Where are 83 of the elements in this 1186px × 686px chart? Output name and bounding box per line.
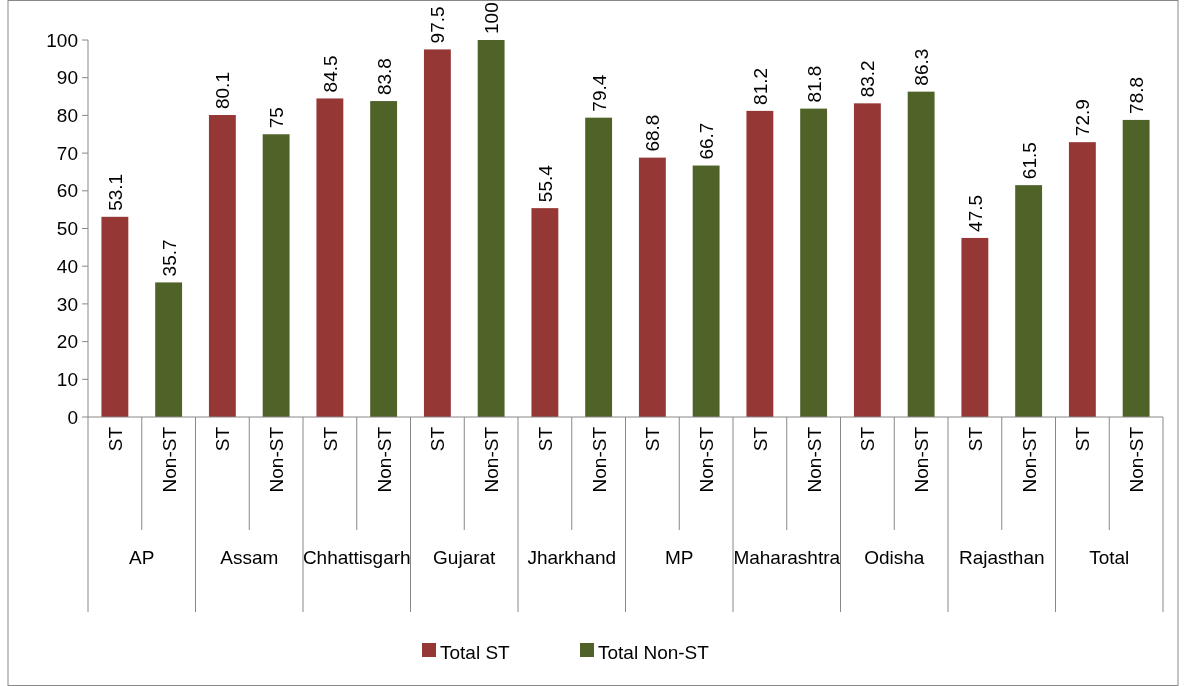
bar [853, 103, 881, 417]
x-tick-label: Non-ST [158, 426, 180, 493]
x-tick-label: ST [964, 426, 986, 452]
legend-label: Total Non-ST [598, 641, 710, 663]
data-label: 68.8 [642, 114, 664, 152]
x-tick-label: ST [104, 426, 126, 452]
data-label: 61.5 [1018, 142, 1040, 180]
y-tick-label: 80 [56, 105, 78, 127]
x-tick-label: ST [857, 426, 879, 452]
x-tick-label: Non-ST [588, 426, 610, 493]
data-label: 81.8 [803, 65, 825, 103]
bar [423, 49, 451, 417]
x-tick-label: Non-ST [1018, 426, 1040, 493]
bar [692, 165, 720, 417]
x-tick-label: Non-ST [1126, 426, 1148, 493]
x-tick-label: Non-ST [266, 426, 288, 493]
x-tick-label: Non-ST [696, 426, 718, 493]
bar [1122, 119, 1150, 417]
data-label: 83.2 [857, 60, 879, 98]
bar [585, 117, 613, 417]
bar [477, 40, 505, 417]
x-tick-label: ST [1072, 426, 1094, 452]
data-label: 47.5 [964, 194, 986, 232]
text: Maharashtra [733, 547, 841, 568]
data-label: 86.3 [911, 48, 933, 86]
data-label: 72.9 [1072, 99, 1094, 137]
bar [101, 216, 129, 417]
data-label: 100 [481, 2, 503, 34]
x-tick-label: ST [427, 426, 449, 452]
text: Assam [220, 547, 279, 568]
bar [1068, 142, 1096, 417]
text: Chhattisgarh [302, 547, 411, 568]
text: AP [129, 547, 155, 568]
bar [155, 282, 183, 417]
y-tick-label: 90 [56, 67, 78, 89]
x-tick-label: ST [749, 426, 771, 452]
bar [638, 157, 666, 417]
y-tick-label: 70 [56, 142, 78, 164]
text: MP [665, 547, 694, 568]
data-label: 75 [266, 107, 288, 129]
x-tick-label: Non-ST [803, 426, 825, 493]
x-tick-label: ST [642, 426, 664, 452]
text: Gujarat [433, 547, 497, 568]
data-label: 97.5 [427, 6, 449, 44]
x-tick-label: ST [534, 426, 556, 452]
y-tick-label: 100 [46, 29, 78, 51]
legend-label: Total ST [440, 641, 511, 663]
x-tick-label: Non-ST [373, 426, 395, 493]
text: Odisha [864, 547, 925, 568]
y-tick-label: 60 [56, 180, 78, 202]
data-label: 35.7 [158, 239, 180, 277]
x-tick-label: ST [319, 426, 341, 452]
data-label: 83.8 [373, 58, 395, 96]
data-label: 79.4 [588, 74, 610, 112]
y-tick-label: 40 [56, 255, 78, 277]
bar [531, 208, 559, 417]
y-tick-label: 50 [56, 218, 78, 240]
bar [907, 91, 935, 417]
y-tick-label: 20 [56, 331, 78, 353]
x-tick-label: Non-ST [481, 426, 503, 493]
data-label: 66.7 [696, 122, 718, 160]
data-label: 78.8 [1126, 76, 1148, 114]
data-label: 53.1 [104, 173, 126, 211]
text: Jharkhand [527, 547, 617, 568]
data-label: 81.2 [749, 67, 771, 105]
bar [746, 110, 774, 417]
bar [262, 134, 290, 417]
bar [208, 115, 236, 417]
data-label: 55.4 [534, 164, 556, 203]
text: Total [1089, 547, 1130, 568]
data-label: 84.5 [319, 55, 341, 93]
bar [1015, 185, 1043, 417]
bar [370, 101, 398, 417]
x-tick-label: ST [212, 426, 234, 452]
bar [800, 108, 828, 417]
bar [961, 237, 989, 417]
data-label: 80.1 [212, 72, 234, 110]
text: Rajasthan [958, 547, 1045, 568]
y-tick-label: 10 [56, 368, 78, 390]
x-tick-label: Non-ST [911, 426, 933, 493]
y-tick-label: 30 [56, 293, 78, 315]
bar [316, 98, 344, 417]
y-tick-label: 0 [67, 406, 78, 428]
